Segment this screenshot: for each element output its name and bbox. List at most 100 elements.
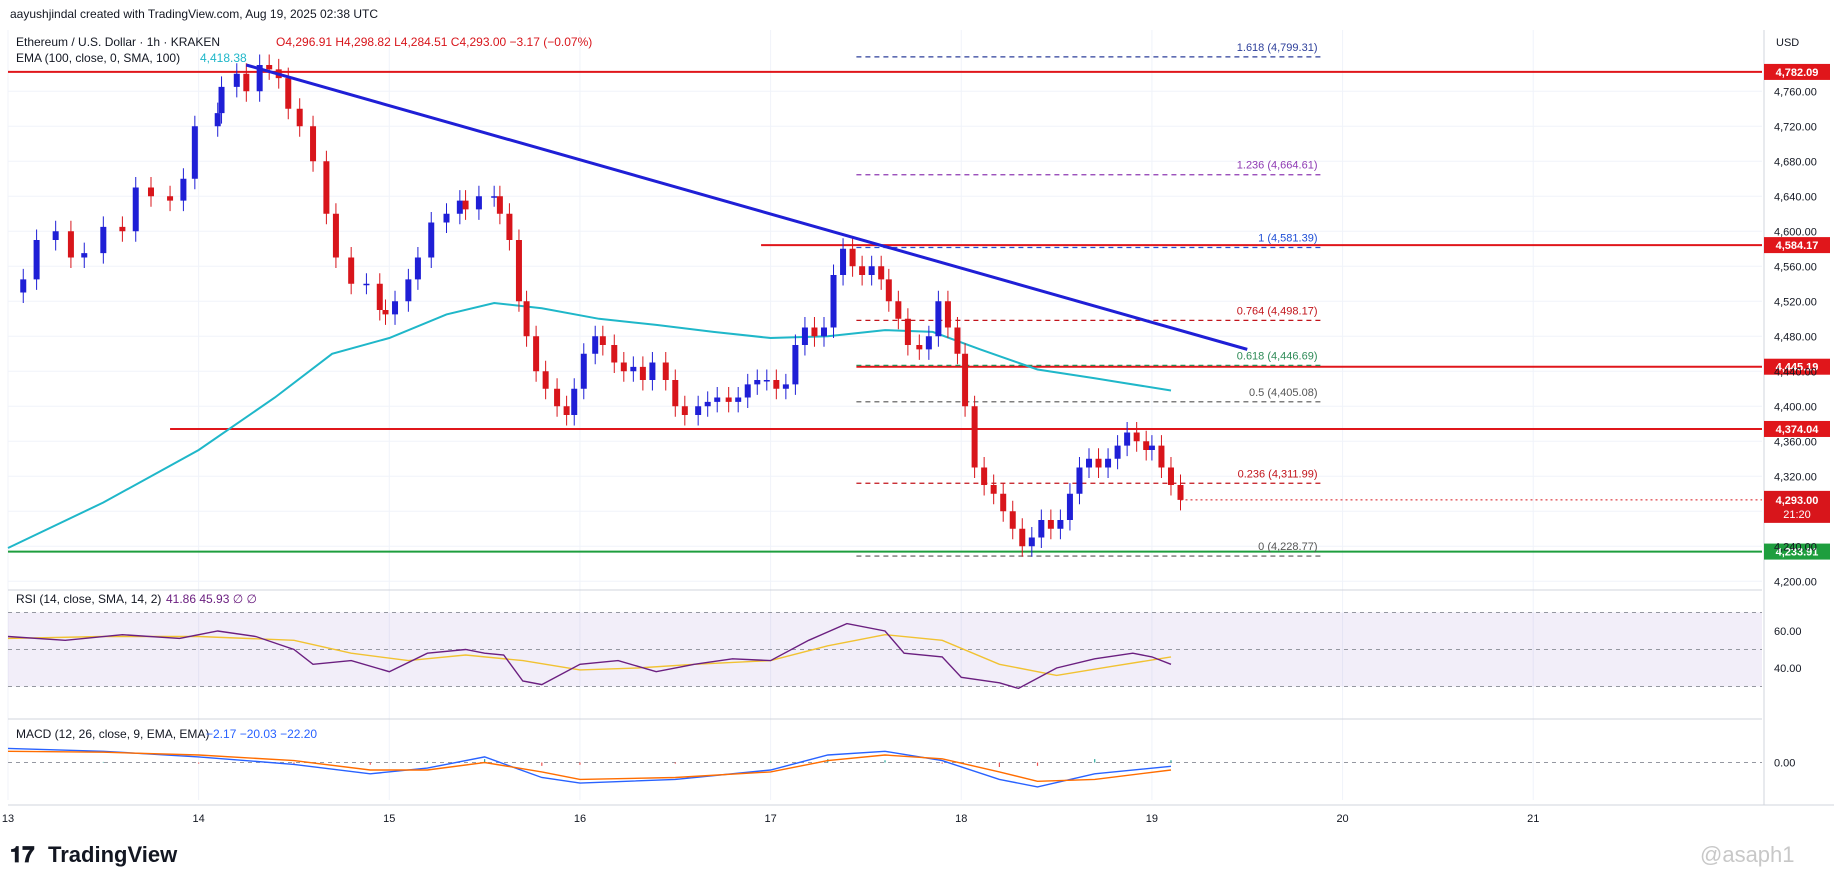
level-price-tag [1764,420,1830,437]
candle-body [405,279,412,302]
fib-level-label: 0.5 (4,405.08) [1249,387,1318,399]
candle-body [233,73,240,87]
candle-body [630,366,637,372]
fib-level-label: 0.618 (4,446.69) [1237,350,1318,362]
candle-body [649,362,656,380]
fibonacci-levels: 1.618 (4,799.31) 1.236 (4,664.61) 1 (4,581… [856,42,1324,557]
candle-body [563,406,570,415]
ema-100-line [7,301,1172,549]
candle-body [456,200,463,214]
candle-body [859,266,866,275]
candle-body [571,388,578,415]
candle-body [962,353,969,407]
grid [7,30,1834,806]
candle-body [904,318,911,345]
logo-mark-icon: 𝟏𝟕 [10,842,35,867]
price-axis[interactable]: USD 4,760.00 4,720.00 4,680.00 4,640.00 4,600… [1764,37,1830,588]
candle-body [1133,432,1140,442]
rsi-tick-label: 60.00 [1774,626,1802,638]
price-tick-label: 4,360.00 [1774,436,1817,448]
candle-body [662,362,669,380]
fib-level-label: 1.618 (4,799.31) [1237,42,1318,54]
level-price-label: 4,233.91 [1776,547,1819,559]
candle-body [414,257,421,280]
candle-body [285,78,292,109]
level-price-tag [1764,358,1830,375]
level-price-label: 4,782.09 [1776,67,1819,79]
candle-body [1143,441,1150,450]
time-axis[interactable]: 13 14 15 16 17 18 19 20 21 [2,813,1539,825]
candle-body [1095,458,1102,468]
candle-body [868,266,875,275]
candle-body [554,388,561,407]
macd-values: −2.17 −20.03 −22.20 [206,727,317,741]
ema-label[interactable]: EMA (100, close, 0, SMA, 100) [16,51,180,65]
price-tick-label: 4,440.00 [1774,366,1817,378]
candle-body [542,371,549,389]
level-price-label: 4,584.17 [1776,240,1819,252]
fib-level-label: 0 (4,228.77) [1258,541,1317,553]
trendline[interactable] [245,63,1248,351]
macd-label[interactable]: MACD (12, 26, close, 9, EMA, EMA) [16,727,209,741]
candle-body [218,86,225,114]
candle-body [443,213,450,223]
candle-body [1177,485,1184,500]
level-price-tag [1764,543,1830,560]
candle-body [849,248,856,267]
candle-body [801,327,808,345]
candle-body [475,196,482,210]
currency-label: USD [1776,37,1799,49]
candle-body [214,113,221,127]
price-tick-label: 4,600.00 [1774,226,1817,238]
last-price-tag [1764,490,1830,523]
fib-level-label: 1.236 (4,664.61) [1237,160,1318,172]
level-price-tag [1764,237,1830,254]
candle-body [67,231,74,258]
candle-body [744,384,751,398]
levels: 4,782.09 4,584.17 4,445.19 4,374.04 4,233.91 [8,63,1830,560]
candle-body [714,397,721,402]
candle-body [1114,445,1121,459]
candle-body [147,187,154,197]
rsi-label[interactable]: RSI (14, close, SMA, 14, 2) [16,592,161,606]
last-price-label: 4,293.00 [1776,495,1819,507]
candle-body [1105,458,1112,468]
rsi-sma-line [7,633,1172,677]
candle-body [925,336,932,350]
rsi-line [7,622,1172,690]
price-tick-label: 4,560.00 [1774,261,1817,273]
price-tick-label: 4,640.00 [1774,191,1817,203]
logo-text: TradingView [48,842,178,867]
rsi-panel: 60.00 40.00 [7,612,1802,690]
candle-body [592,336,599,354]
macd-panel: 0.00 [7,747,1795,788]
candle-body [725,397,732,402]
candle-body [20,279,27,293]
price-tick-label: 4,200.00 [1774,576,1817,588]
candle-body [33,240,40,280]
candle-body [462,200,469,210]
candle-body [773,380,780,389]
candle-body [296,108,303,127]
candle-body [1019,528,1026,547]
candle-body [1076,467,1083,494]
candle-body [878,266,885,280]
candle-body [754,380,761,385]
candle-body [1009,511,1016,529]
time-tick-label: 15 [383,813,395,825]
level-price-label: 4,445.19 [1776,362,1819,374]
candle-body [599,336,606,345]
candle-body [52,231,59,240]
candle-body [523,301,530,337]
candle-body [672,380,679,407]
candle-body [191,126,198,179]
price-tick-label: 4,320.00 [1774,471,1817,483]
time-tick-label: 14 [193,813,205,825]
symbol-title[interactable]: Ethereum / U.S. Dollar · 1h · KRAKEN [16,35,220,49]
time-tick-label: 21 [1527,813,1539,825]
candle-body [1000,493,1007,512]
candle-body [496,196,503,214]
tradingview-logo[interactable]: 𝟏𝟕 TradingView [10,842,178,867]
rsi-band [8,612,1762,687]
